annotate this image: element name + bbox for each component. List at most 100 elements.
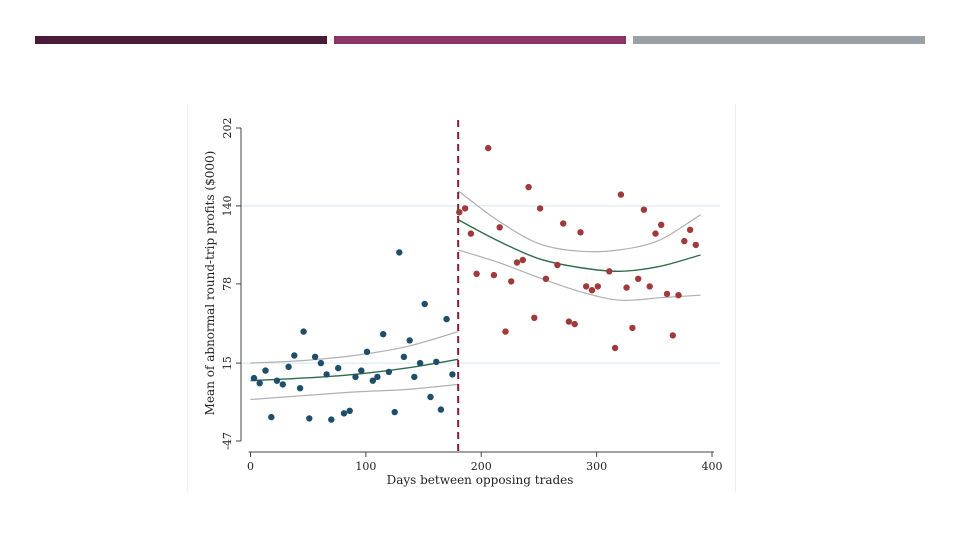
data-point: [473, 270, 480, 277]
x-tick-label: 0: [247, 460, 254, 473]
data-point: [646, 283, 653, 290]
data-point: [352, 373, 359, 381]
data-point: [250, 374, 258, 382]
data-point: [502, 328, 509, 335]
data-point: [496, 224, 503, 231]
data-point: [658, 221, 665, 228]
data-point: [629, 324, 636, 332]
x-tick-label: 300: [586, 460, 607, 473]
data-point: [328, 416, 335, 423]
data-point: [456, 209, 463, 216]
data-point: [519, 256, 526, 264]
data-point: [262, 367, 269, 374]
data-point: [594, 283, 601, 290]
data-point: [279, 381, 286, 388]
data-point: [513, 259, 521, 266]
header-bar-1: [35, 36, 327, 44]
data-point: [525, 183, 532, 191]
data-point: [663, 290, 671, 298]
confidence-upper-1: [250, 331, 459, 364]
data-point: [681, 237, 688, 245]
data-point: [346, 407, 353, 414]
data-point: [380, 331, 387, 338]
data-point-layer: [250, 144, 699, 423]
data-point: [400, 353, 408, 360]
confidence-upper-2: [457, 190, 701, 253]
data-point: [406, 337, 413, 344]
data-point: [542, 275, 550, 282]
fit-line-2: [457, 219, 701, 273]
data-point: [427, 393, 434, 401]
data-point: [300, 328, 307, 335]
y-tick-label: -47: [221, 432, 234, 450]
data-point: [291, 352, 298, 359]
data-point: [396, 249, 403, 256]
y-axis-title: Mean of abnormal round-trip profits ($00…: [203, 151, 217, 416]
data-point: [577, 229, 584, 236]
data-point: [268, 413, 275, 421]
data-point: [635, 275, 642, 282]
data-point: [285, 363, 292, 370]
data-point: [311, 353, 319, 360]
data-point: [363, 348, 371, 355]
x-tick-label: 400: [702, 460, 723, 473]
data-point: [421, 300, 428, 308]
data-point: [485, 144, 492, 152]
data-point: [640, 206, 648, 213]
data-point: [565, 318, 573, 325]
data-point: [358, 367, 365, 374]
data-point: [606, 268, 613, 275]
data-point: [490, 271, 498, 279]
data-point: [508, 278, 515, 285]
data-point: [692, 241, 699, 249]
data-point: [443, 315, 450, 323]
data-point: [340, 410, 348, 417]
data-point: [531, 314, 538, 321]
data-point: [675, 292, 682, 299]
header-bar-3: [633, 36, 925, 44]
y-tick-label: 78: [221, 277, 234, 291]
data-point: [686, 226, 694, 233]
data-point: [449, 371, 456, 378]
data-point: [669, 332, 676, 339]
confidence-band-layer: [250, 190, 701, 401]
chart-frame: [187, 104, 736, 492]
data-point: [273, 377, 281, 384]
data-point: [296, 385, 304, 392]
data-point: [317, 359, 325, 367]
data-point: [611, 344, 619, 352]
data-point: [437, 406, 445, 413]
data-point: [335, 364, 342, 372]
data-point: [617, 191, 625, 198]
data-point: [391, 408, 398, 416]
data-point: [411, 373, 418, 381]
confidence-lower-1: [250, 383, 459, 401]
header-bar-2: [334, 36, 626, 44]
data-point: [416, 359, 424, 367]
x-axis-title: Days between opposing trades: [387, 473, 574, 487]
data-point: [560, 220, 567, 227]
confidence-lower-2: [458, 249, 701, 302]
y-tick-label: 140: [221, 195, 234, 216]
data-point: [369, 377, 376, 384]
data-point: [306, 415, 313, 422]
y-tick-label: 202: [221, 118, 234, 139]
axis-layer: 0 100 200 300 400 -47 15 78 140 202: [221, 118, 723, 474]
data-point: [433, 358, 440, 365]
data-point: [588, 287, 596, 294]
y-tick-label: 15: [221, 356, 234, 370]
data-point: [323, 371, 330, 378]
data-point: [467, 230, 475, 237]
data-point: [385, 368, 393, 376]
data-point: [652, 230, 659, 237]
data-point: [536, 205, 544, 212]
data-point: [256, 380, 263, 387]
data-point: [554, 261, 561, 269]
x-tick-label: 200: [471, 460, 492, 473]
data-point: [583, 283, 590, 290]
data-point: [374, 373, 381, 381]
x-tick-label: 100: [355, 460, 376, 473]
data-point: [461, 205, 469, 212]
data-point: [571, 320, 578, 328]
